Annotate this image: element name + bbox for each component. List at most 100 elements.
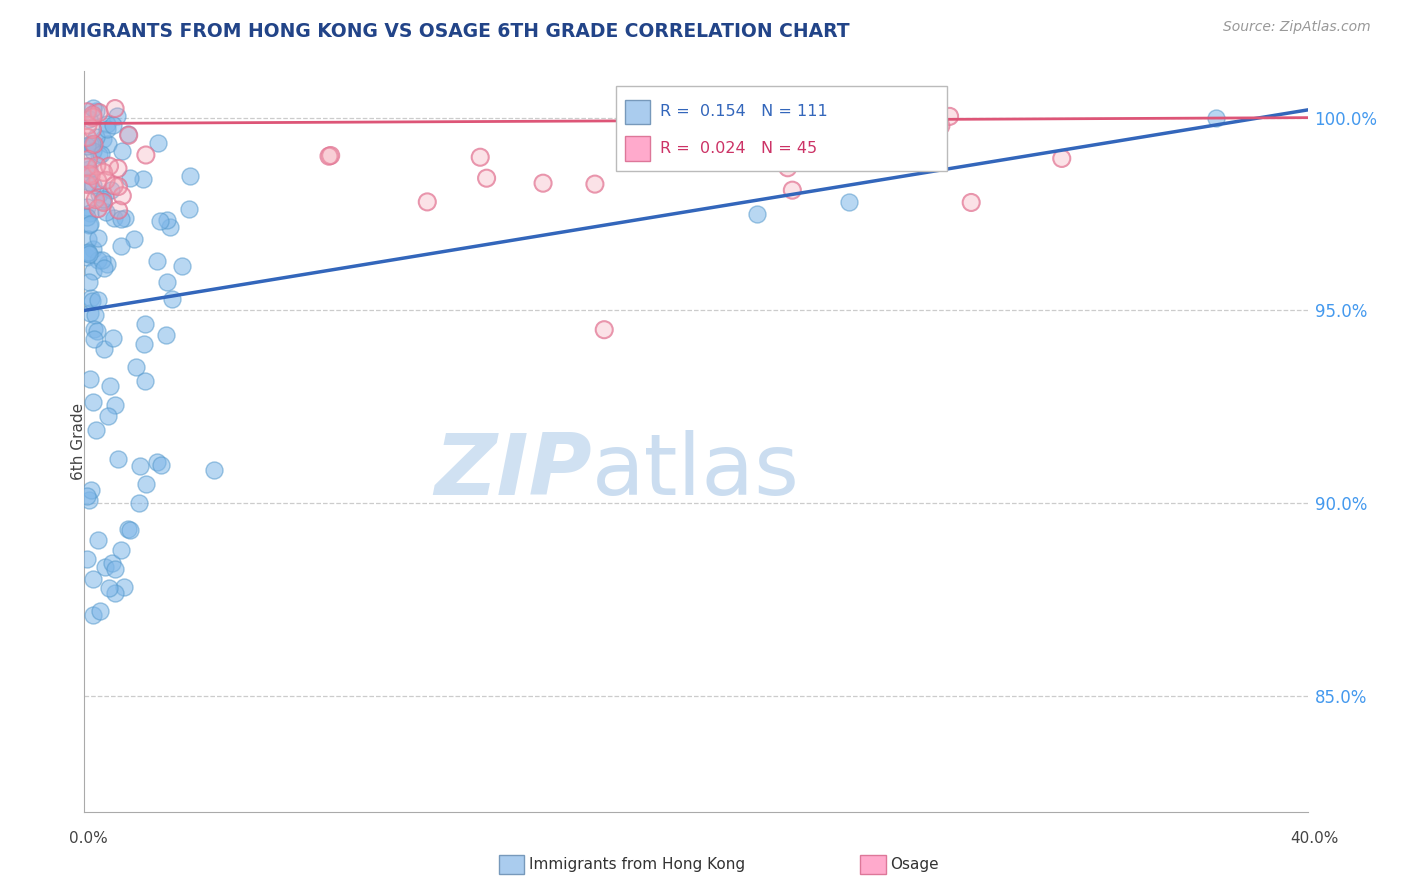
Point — [77, 168, 100, 182]
Point — [77, 219, 100, 233]
Point — [107, 203, 129, 218]
Point — [82, 111, 104, 125]
Point — [87, 202, 110, 216]
Point — [319, 148, 342, 162]
Point — [110, 238, 132, 252]
Point — [83, 322, 105, 336]
Text: Osage: Osage — [890, 857, 939, 871]
Point — [104, 102, 127, 116]
Point — [416, 194, 439, 209]
Point — [80, 291, 103, 305]
Point — [112, 580, 135, 594]
Point — [104, 585, 127, 599]
Point — [79, 247, 101, 261]
Point — [118, 128, 141, 143]
Point — [76, 160, 98, 174]
Text: R =  0.024   N = 45: R = 0.024 N = 45 — [659, 141, 817, 156]
Point — [94, 173, 117, 187]
Point — [84, 193, 107, 207]
Point — [125, 359, 148, 374]
Point — [94, 173, 117, 187]
Text: R =  0.154   N = 111: R = 0.154 N = 111 — [659, 104, 828, 120]
Point — [82, 122, 104, 136]
Point — [134, 318, 156, 332]
Point — [83, 308, 105, 322]
Point — [114, 211, 136, 225]
Point — [319, 148, 342, 162]
Point — [1050, 152, 1073, 166]
Point — [76, 159, 98, 173]
Point — [80, 169, 103, 183]
Point — [87, 293, 110, 308]
Point — [960, 195, 983, 210]
Point — [86, 159, 108, 173]
Point — [96, 136, 118, 151]
Point — [93, 192, 115, 206]
Point — [938, 109, 960, 123]
Point — [86, 325, 108, 339]
Point — [107, 179, 129, 194]
Point — [77, 112, 100, 126]
Point — [77, 153, 100, 167]
Point — [91, 194, 114, 208]
Point — [776, 161, 799, 175]
Point — [103, 178, 125, 193]
Point — [76, 178, 98, 192]
Point — [111, 188, 134, 202]
Point — [111, 188, 134, 202]
Point — [82, 108, 104, 122]
Point — [747, 207, 769, 221]
Point — [84, 129, 107, 144]
Point — [77, 493, 100, 508]
Point — [80, 136, 103, 151]
Point — [80, 169, 103, 183]
Point — [470, 150, 492, 164]
Point — [86, 159, 108, 173]
Point — [929, 119, 952, 133]
Point — [96, 257, 118, 271]
Point — [101, 118, 124, 132]
Point — [90, 146, 112, 161]
Point — [82, 608, 104, 623]
Point — [76, 193, 98, 207]
Point — [156, 213, 179, 227]
Point — [132, 336, 155, 351]
Point — [93, 195, 115, 210]
Point — [77, 153, 100, 167]
Point — [202, 463, 225, 477]
Point — [79, 217, 101, 231]
Text: Source: ZipAtlas.com: Source: ZipAtlas.com — [1223, 20, 1371, 34]
Point — [87, 173, 110, 187]
Point — [120, 523, 142, 537]
Point — [82, 264, 104, 278]
Point — [318, 149, 340, 163]
Point — [838, 195, 860, 210]
Point — [93, 260, 115, 275]
Point — [160, 292, 183, 306]
Point — [77, 161, 100, 176]
Point — [84, 423, 107, 437]
Point — [79, 205, 101, 219]
Point — [134, 374, 156, 388]
Point — [135, 148, 157, 162]
Point — [128, 496, 150, 510]
Point — [82, 178, 104, 193]
Point — [76, 245, 98, 260]
Point — [76, 104, 98, 119]
Point — [83, 332, 105, 346]
Point — [91, 132, 114, 146]
Point — [89, 147, 111, 161]
Point — [117, 523, 139, 537]
Point — [531, 176, 554, 190]
Point — [104, 398, 127, 412]
Point — [87, 202, 110, 216]
Point — [100, 183, 122, 197]
Point — [155, 328, 177, 343]
Point — [700, 138, 723, 153]
Point — [76, 552, 98, 566]
Point — [77, 118, 100, 132]
Point — [107, 203, 129, 218]
Point — [128, 459, 150, 474]
Point — [97, 581, 120, 595]
Point — [96, 116, 118, 130]
